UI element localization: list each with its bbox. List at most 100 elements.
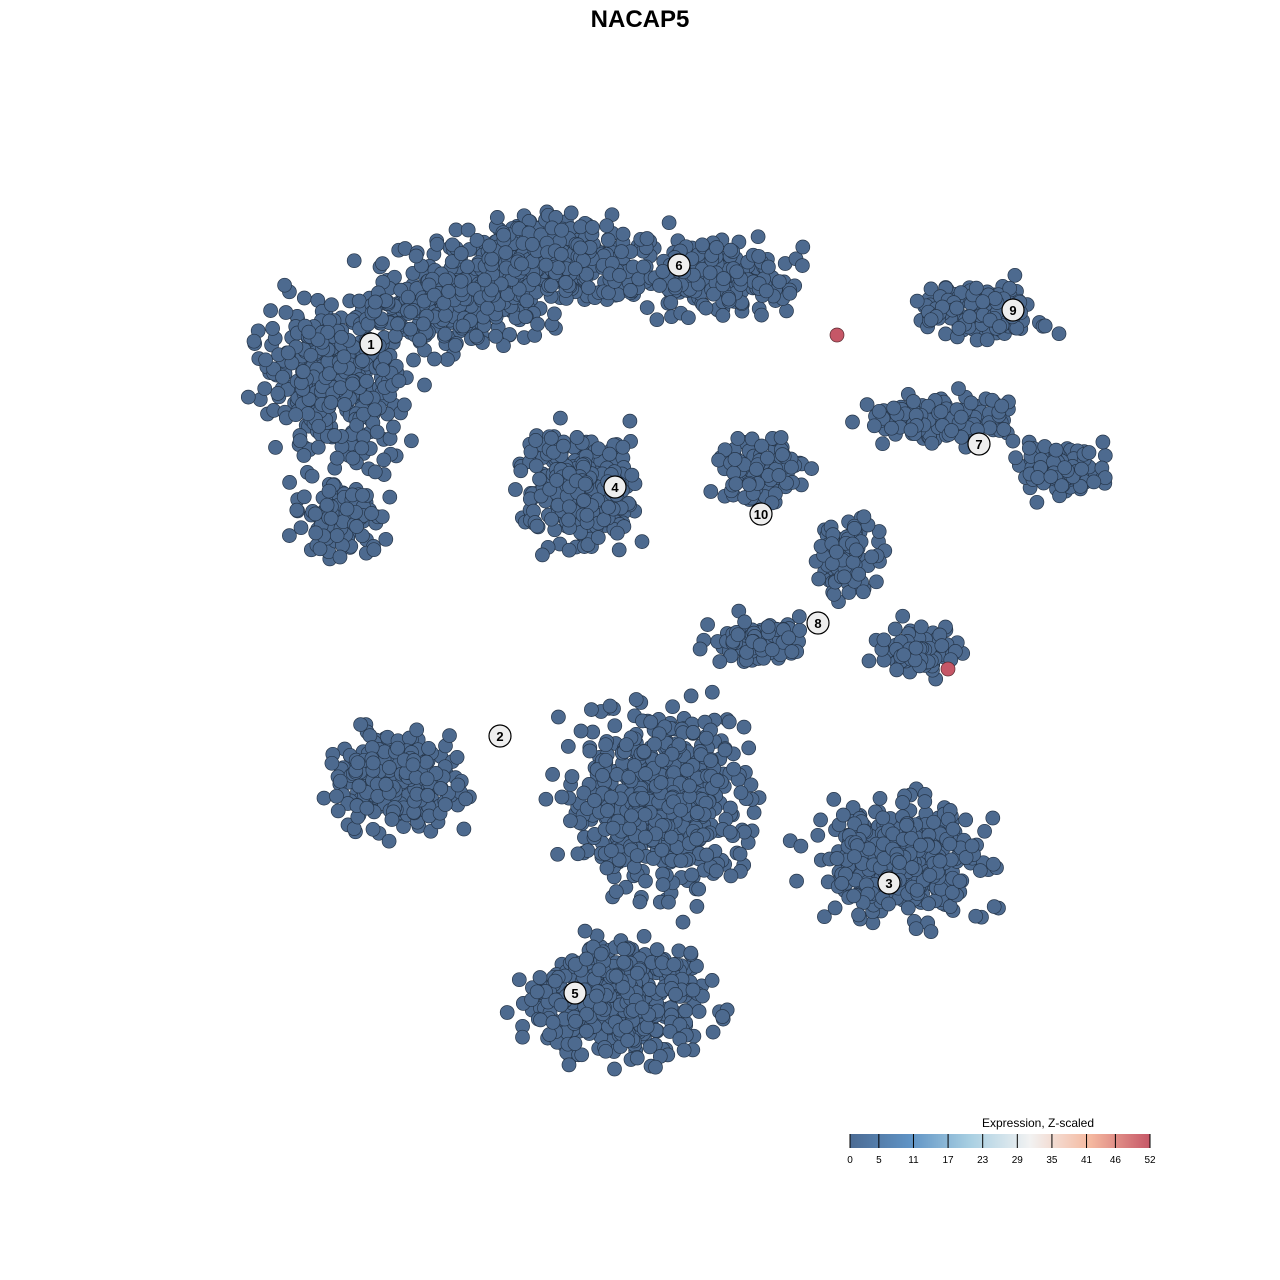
cell-point-cluster-1 [320, 324, 336, 340]
cell-point-cluster-5 [671, 943, 687, 959]
cell-point-cluster-5 [616, 954, 632, 970]
cell-point-cluster-6 [453, 246, 469, 261]
cell-point-cluster-6 [538, 257, 554, 273]
cell-point-cluster-1 [334, 329, 349, 345]
cell-point-cluster-1 [345, 376, 360, 392]
cell-point-cluster-5 [605, 820, 621, 836]
cell-point-cluster-5 [683, 945, 699, 961]
cluster-label-8: 8 [806, 611, 830, 635]
cell-point-cluster-6 [639, 231, 655, 246]
cell-point-cluster-6 [729, 264, 745, 280]
cell-point-cluster-1 [293, 520, 309, 536]
cell-point-cluster-5 [568, 1013, 583, 1029]
cell-point-cluster-7 [886, 400, 902, 416]
colorbar-gradient [850, 1134, 1150, 1148]
cell-point-cluster-1 [323, 510, 339, 526]
cell-point-cluster-1 [488, 328, 504, 344]
cell-point-cluster-2 [332, 773, 348, 789]
cell-point-cluster-6 [581, 280, 596, 295]
cell-point-cluster-6 [441, 284, 456, 299]
cell-point-cluster-1 [382, 489, 398, 505]
cell-point-cluster-6 [511, 281, 527, 297]
cell-point-cluster-1 [304, 468, 320, 484]
cell-point-cluster-3 [827, 900, 843, 916]
cell-point-cluster-1 [345, 450, 361, 466]
cell-point-cluster-6 [667, 277, 683, 293]
colorbar-tick-label: 35 [1046, 1155, 1058, 1166]
cell-point-cluster-10 [749, 461, 764, 477]
cell-point-cluster-1 [339, 501, 355, 517]
cell-point-cluster-3 [986, 856, 1001, 872]
cell-point-cluster-5 [560, 739, 576, 754]
cell-point-cluster-6 [795, 258, 810, 273]
cell-point-cluster-5 [636, 744, 652, 760]
cell-point-cluster-10 [771, 468, 787, 483]
cell-point-cluster-1 [303, 347, 319, 363]
cell-point-cluster-1 [400, 289, 416, 305]
cell-point-cluster-5 [532, 970, 548, 985]
cell-point-cluster-3 [964, 838, 980, 854]
cell-point-cluster-1 [270, 386, 286, 401]
cell-point-cluster-5 [511, 972, 527, 988]
cell-point-cluster-4 [611, 542, 627, 558]
cell-point-cluster-5 [595, 768, 610, 783]
cell-point-cluster-8 [811, 571, 827, 587]
colorbar-tick-label: 52 [1144, 1155, 1156, 1166]
cell-point-cluster-5 [607, 718, 623, 734]
cell-point-cluster-6 [498, 245, 514, 260]
cell-point-cluster-1 [375, 256, 390, 271]
cell-point-cluster-1 [417, 377, 432, 393]
cluster-label-9: 9 [1001, 298, 1025, 322]
cell-point-cluster-6 [514, 256, 529, 272]
cell-point-cluster-2 [409, 722, 425, 738]
cell-point-cluster-5 [624, 808, 639, 824]
cell-point-cluster-6 [477, 272, 492, 288]
cell-point-cluster-1 [295, 364, 311, 379]
cell-point-cluster-4 [615, 439, 631, 455]
cell-point-cluster-2 [458, 791, 474, 807]
cell-point-cluster-3 [926, 814, 941, 830]
cell-point-cluster-1 [307, 506, 323, 522]
cell-point-cluster-4 [590, 530, 606, 545]
cell-point-cluster-6 [715, 308, 731, 323]
cell-point-cluster-1 [367, 402, 383, 418]
cell-point-cluster-5 [638, 873, 653, 889]
cell-point-cluster-5 [723, 868, 739, 884]
cell-point-cluster-7 [1081, 445, 1097, 460]
cell-point-cluster-7 [875, 436, 890, 452]
cell-point-cluster-2 [384, 812, 400, 827]
cell-point-cluster-1 [278, 305, 294, 320]
cluster-label-7: 7 [967, 432, 991, 456]
cell-point-cluster-5 [561, 1057, 577, 1073]
cell-point-cluster-9 [1037, 318, 1053, 334]
cell-point-cluster-7 [1030, 470, 1046, 485]
cell-point-cluster-6 [484, 282, 499, 298]
cell-point-cluster-2 [405, 757, 421, 773]
cell-point-cluster-6 [614, 244, 629, 259]
cell-point-cluster-7 [944, 423, 959, 438]
cluster-label-3: 3 [877, 871, 901, 895]
cell-point-cluster-5 [648, 1059, 663, 1075]
cell-point-cluster-6 [795, 239, 811, 255]
cell-point-cluster-2 [437, 797, 453, 812]
cell-point-cluster-1 [329, 450, 345, 466]
cell-point-cluster-5 [551, 709, 566, 725]
cell-point-cluster-3 [985, 810, 1001, 826]
cell-point-cluster-4 [561, 512, 576, 528]
cell-point-cluster-9 [968, 280, 984, 296]
cluster-label-text: 1 [367, 337, 374, 352]
cell-point-cluster-3 [892, 855, 907, 870]
cell-point-cluster-1 [346, 253, 362, 269]
cell-point-cluster-1 [530, 316, 545, 332]
cell-point-cluster-7 [996, 422, 1012, 437]
cell-point-cluster-5 [682, 778, 697, 794]
cluster-label-text: 5 [571, 986, 578, 1001]
cell-point-cluster-2 [353, 717, 368, 732]
cell-point-cluster-9 [923, 312, 939, 328]
cell-point-cluster-1 [364, 506, 379, 521]
cell-point-cluster-8 [856, 509, 872, 525]
cluster-label-6: 6 [667, 253, 691, 277]
cell-point-cluster-5 [746, 805, 762, 820]
cell-point-cluster-10 [730, 431, 746, 446]
cell-point-cluster-9 [909, 293, 925, 309]
